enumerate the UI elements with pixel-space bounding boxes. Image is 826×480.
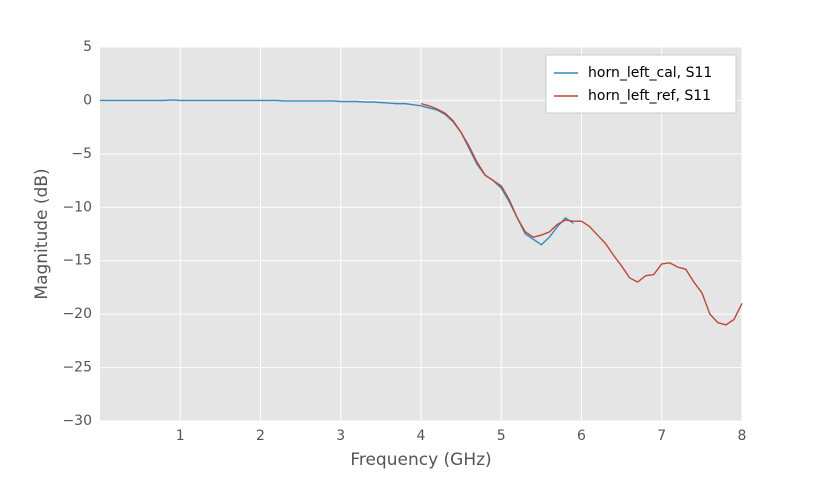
y-tick-label: −5 [71, 146, 92, 162]
y-tick-label: 5 [83, 39, 92, 55]
series-line [420, 102, 743, 326]
x-tick-label: 8 [738, 428, 747, 444]
x-tick-label: 2 [256, 428, 265, 444]
y-tick-label: −15 [62, 253, 92, 269]
legend-label: horn_left_ref, S11 [588, 88, 711, 104]
x-tick-label: 4 [417, 428, 426, 444]
x-tick-label: 6 [577, 428, 586, 444]
x-tick-label: 3 [336, 428, 345, 444]
y-axis-label: Magnitude (dB) [32, 168, 52, 299]
y-tick-label: −20 [62, 306, 92, 322]
y-tick-label: −25 [62, 360, 92, 376]
x-tick-label: 5 [497, 428, 506, 444]
y-tick-label: −10 [62, 199, 92, 215]
legend-label: horn_left_cal, S11 [588, 65, 712, 81]
y-tick-label: 0 [83, 92, 92, 108]
y-tick-label: −30 [62, 413, 92, 429]
x-tick-label: 7 [657, 428, 666, 444]
x-axis-label: Frequency (GHz) [350, 450, 491, 470]
legend-box [545, 54, 737, 114]
x-tick-label: 1 [176, 428, 185, 444]
